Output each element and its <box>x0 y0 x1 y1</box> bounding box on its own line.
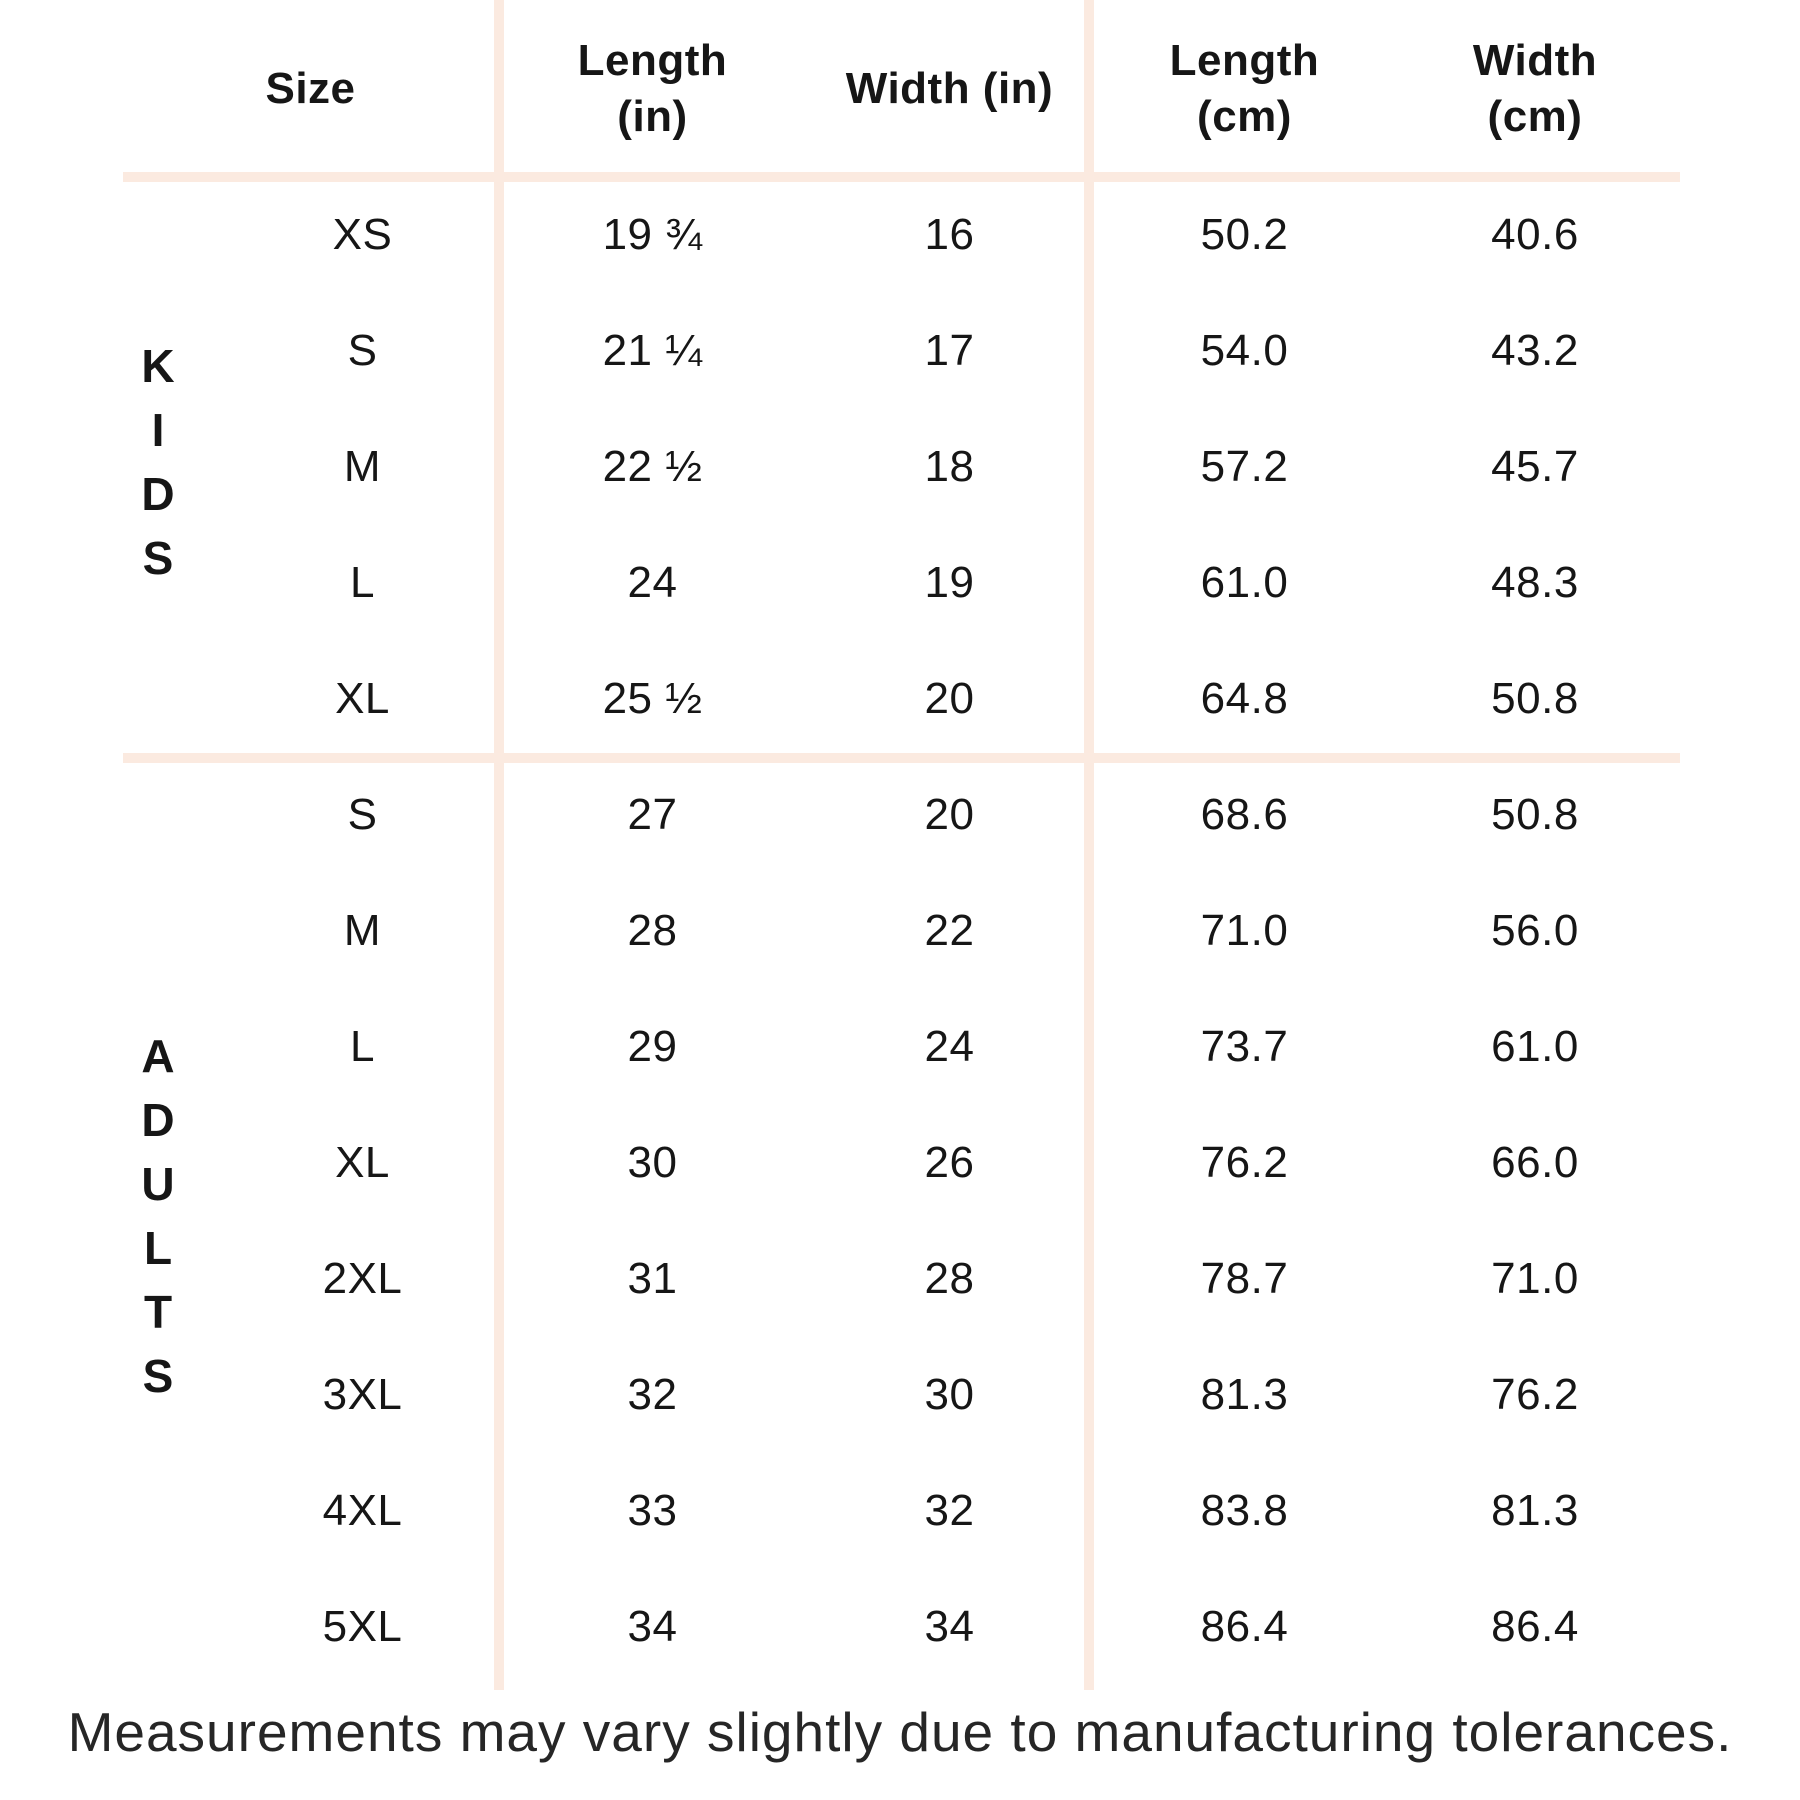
cell-size: S <box>347 326 378 375</box>
cell-length-cm: 50.2 <box>1200 210 1289 259</box>
cell-width-cm: 56.0 <box>1491 906 1579 955</box>
cell-width-cm: 66.0 <box>1491 1138 1579 1187</box>
cell-length-cm: 68.6 <box>1200 790 1289 839</box>
cell-length-cm: 78.7 <box>1200 1254 1289 1303</box>
cell-width-cm: 43.2 <box>1491 326 1579 375</box>
cell-length-cm: 61.0 <box>1200 558 1289 607</box>
header-length-in: Length (in) <box>577 35 728 141</box>
cell-length-in: 33 <box>627 1486 678 1535</box>
table-row-adults-m: M 28 22 71.0 56.0 <box>0 873 1670 989</box>
cell-width-cm: 50.8 <box>1491 790 1579 839</box>
cell-length-cm: 76.2 <box>1200 1138 1289 1187</box>
cell-width-in: 28 <box>924 1254 975 1303</box>
table-row-kids-xs: XS 19 ¾ 16 50.2 40.6 <box>0 177 1670 293</box>
header-width-in: Width (in) <box>845 63 1054 113</box>
vertical-divider-2 <box>1084 0 1094 1690</box>
cell-width-cm: 86.4 <box>1491 1602 1579 1651</box>
cell-size: L <box>350 558 375 607</box>
cell-length-in: 29 <box>627 1022 678 1071</box>
table-row-adults-xl: XL 30 26 76.2 66.0 <box>0 1105 1670 1221</box>
cell-width-in: 19 <box>924 558 975 607</box>
cell-width-in: 30 <box>924 1370 975 1419</box>
cell-length-cm: 57.2 <box>1200 442 1289 491</box>
vertical-divider-1 <box>494 0 504 1690</box>
cell-size: 3XL <box>322 1370 403 1419</box>
cell-length-in: 19 ¾ <box>602 210 703 259</box>
kids-adults-divider-line <box>123 753 1680 763</box>
table-row-kids-xl: XL 25 ½ 20 64.8 50.8 <box>0 641 1670 757</box>
cell-length-in: 21 ¼ <box>602 326 703 375</box>
table-row-kids-m: M 22 ½ 18 57.2 45.7 <box>0 409 1670 525</box>
cell-length-cm: 71.0 <box>1200 906 1289 955</box>
cell-width-in: 32 <box>924 1486 975 1535</box>
group-label-adults: ADULTS <box>86 758 230 1685</box>
table-row-kids-s: S 21 ¼ 17 54.0 43.2 <box>0 293 1670 409</box>
cell-width-in: 22 <box>924 906 975 955</box>
header-length-cm: Length (cm) <box>1169 35 1320 141</box>
cell-length-cm: 64.8 <box>1200 674 1289 723</box>
cell-width-cm: 45.7 <box>1491 442 1579 491</box>
group-label-adults-text: ADULTS <box>132 1029 184 1414</box>
cell-width-in: 18 <box>924 442 975 491</box>
size-chart-table: Size Length (in) Width (in) Length (cm) … <box>0 0 1670 1685</box>
cell-size: 4XL <box>322 1486 403 1535</box>
cell-width-in: 20 <box>924 790 975 839</box>
cell-size: XL <box>335 674 390 723</box>
cell-width-cm: 48.3 <box>1491 558 1579 607</box>
cell-width-cm: 50.8 <box>1491 674 1579 723</box>
cell-size: L <box>350 1022 375 1071</box>
table-row-kids-l: L 24 19 61.0 48.3 <box>0 525 1670 641</box>
cell-length-in: 22 ½ <box>602 442 703 491</box>
cell-size: S <box>347 790 378 839</box>
cell-size: M <box>343 442 382 491</box>
cell-length-in: 27 <box>627 790 678 839</box>
table-row-adults-s: S 27 20 68.6 50.8 <box>0 757 1670 873</box>
header-divider-line <box>123 172 1680 182</box>
cell-length-cm: 81.3 <box>1200 1370 1289 1419</box>
cell-length-cm: 54.0 <box>1200 326 1289 375</box>
header-width-cm: Width (cm) <box>1472 35 1598 141</box>
header-size-label: Size <box>265 63 356 113</box>
footnote: Measurements may vary slightly due to ma… <box>67 1701 1733 1763</box>
cell-width-in: 34 <box>924 1602 975 1651</box>
cell-length-cm: 86.4 <box>1200 1602 1289 1651</box>
cell-length-in: 24 <box>627 558 678 607</box>
cell-length-cm: 73.7 <box>1200 1022 1289 1071</box>
cell-width-in: 26 <box>924 1138 975 1187</box>
header-size: Size <box>0 0 495 177</box>
cell-size: 5XL <box>322 1602 403 1651</box>
cell-length-in: 34 <box>627 1602 678 1651</box>
cell-width-in: 17 <box>924 326 975 375</box>
cell-size: 2XL <box>322 1254 403 1303</box>
cell-length-in: 30 <box>627 1138 678 1187</box>
table-row-adults-2xl: 2XL 31 28 78.7 71.0 <box>0 1221 1670 1337</box>
cell-width-cm: 61.0 <box>1491 1022 1579 1071</box>
cell-length-cm: 83.8 <box>1200 1486 1289 1535</box>
group-label-kids: KIDS <box>86 177 230 758</box>
cell-width-in: 16 <box>924 210 975 259</box>
cell-width-cm: 40.6 <box>1491 210 1579 259</box>
cell-width-cm: 81.3 <box>1491 1486 1579 1535</box>
table-row-adults-l: L 29 24 73.7 61.0 <box>0 989 1670 1105</box>
group-label-kids-text: KIDS <box>132 339 184 596</box>
cell-length-in: 31 <box>627 1254 678 1303</box>
cell-length-in: 28 <box>627 906 678 955</box>
cell-width-in: 20 <box>924 674 975 723</box>
table-row-adults-4xl: 4XL 33 32 83.8 81.3 <box>0 1453 1670 1569</box>
cell-size: XS <box>332 210 393 259</box>
cell-length-in: 25 ½ <box>602 674 703 723</box>
cell-length-in: 32 <box>627 1370 678 1419</box>
cell-size: M <box>343 906 382 955</box>
table-row-adults-3xl: 3XL 32 30 81.3 76.2 <box>0 1337 1670 1453</box>
cell-width-cm: 76.2 <box>1491 1370 1579 1419</box>
cell-width-in: 24 <box>924 1022 975 1071</box>
header-row: Size Length (in) Width (in) Length (cm) … <box>0 0 1670 177</box>
table-row-adults-5xl: 5XL 34 34 86.4 86.4 <box>0 1569 1670 1685</box>
cell-size: XL <box>335 1138 390 1187</box>
cell-width-cm: 71.0 <box>1491 1254 1579 1303</box>
